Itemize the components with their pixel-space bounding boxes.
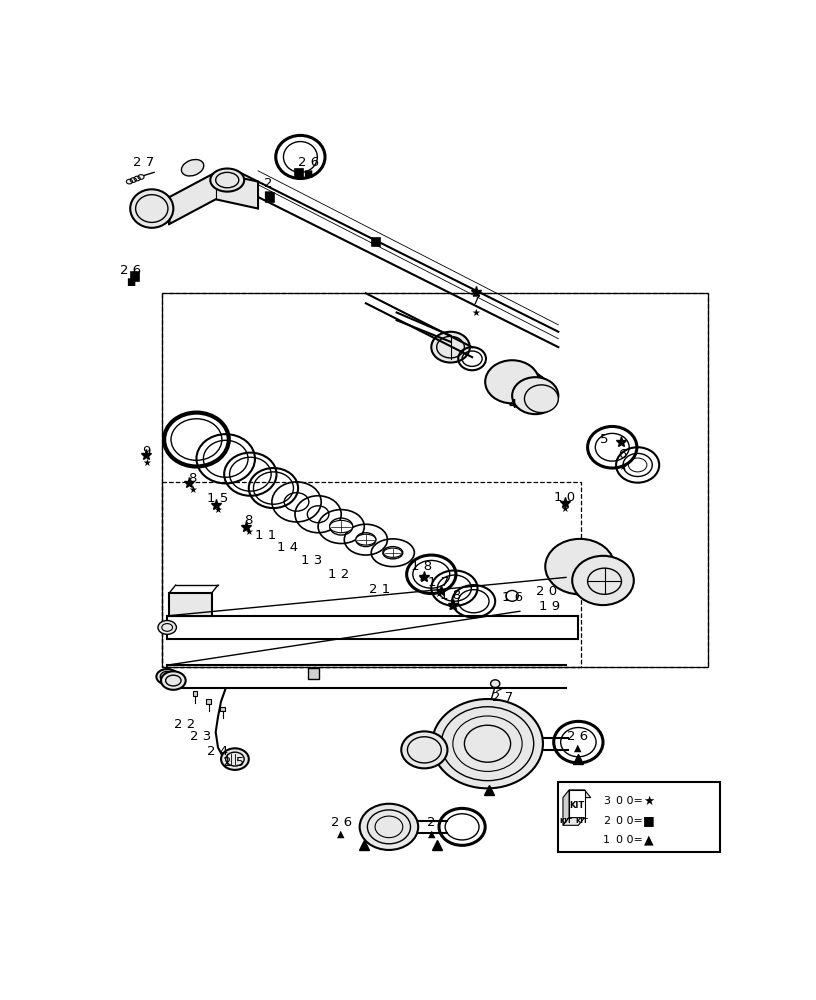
- Text: ★: ★: [142, 458, 151, 468]
- Polygon shape: [569, 790, 584, 818]
- Text: 1 0: 1 0: [554, 491, 575, 504]
- Bar: [193, 691, 197, 696]
- Ellipse shape: [158, 620, 176, 634]
- Text: 2 0: 2 0: [536, 585, 557, 598]
- Ellipse shape: [506, 590, 518, 601]
- Text: 1 9: 1 9: [539, 600, 560, 613]
- Ellipse shape: [211, 169, 244, 192]
- Ellipse shape: [401, 731, 447, 768]
- Bar: [170, 593, 212, 616]
- Text: 7: 7: [472, 294, 480, 307]
- Ellipse shape: [432, 332, 470, 363]
- Ellipse shape: [131, 189, 173, 228]
- Text: 0 0=: 0 0=: [616, 816, 643, 826]
- Text: 5: 5: [601, 433, 609, 446]
- Text: 1 8: 1 8: [411, 560, 432, 573]
- Ellipse shape: [181, 159, 204, 176]
- Ellipse shape: [525, 385, 558, 413]
- Text: 0 0=: 0 0=: [616, 796, 643, 806]
- Text: 2 4: 2 4: [207, 745, 228, 758]
- Bar: [558, 782, 720, 852]
- Ellipse shape: [330, 520, 353, 533]
- Text: 2 3: 2 3: [189, 730, 211, 742]
- Text: ▲: ▲: [428, 829, 435, 839]
- Bar: [266, 193, 274, 202]
- Text: ★: ★: [435, 589, 443, 599]
- Ellipse shape: [360, 804, 419, 850]
- Ellipse shape: [512, 377, 558, 414]
- Text: ■: ■: [126, 277, 135, 287]
- Text: ■: ■: [643, 814, 655, 827]
- Text: ▲: ▲: [338, 829, 345, 839]
- Ellipse shape: [157, 669, 178, 684]
- Bar: [220, 707, 225, 711]
- Bar: [308, 668, 319, 679]
- Text: 2 6: 2 6: [298, 156, 319, 169]
- Ellipse shape: [464, 725, 511, 762]
- Text: ★: ★: [418, 573, 427, 583]
- Ellipse shape: [486, 360, 539, 403]
- Ellipse shape: [572, 556, 634, 605]
- Text: 1 1: 1 1: [255, 529, 277, 542]
- Text: 1 3: 1 3: [301, 554, 322, 567]
- Ellipse shape: [588, 568, 622, 594]
- Text: KIT: KIT: [560, 818, 573, 824]
- Text: 2: 2: [264, 177, 273, 190]
- Text: ★: ★: [188, 485, 197, 495]
- Text: ■: ■: [264, 190, 273, 200]
- Text: 2 7: 2 7: [492, 691, 513, 704]
- Text: ▲: ▲: [645, 833, 654, 846]
- Bar: [131, 272, 140, 281]
- Text: ★: ★: [472, 308, 481, 318]
- Text: 2 6: 2 6: [121, 264, 141, 277]
- Bar: [206, 699, 211, 704]
- Text: ★: ★: [214, 505, 223, 515]
- Text: 1 8: 1 8: [440, 589, 461, 602]
- Polygon shape: [569, 790, 591, 798]
- Text: 1 4: 1 4: [277, 541, 298, 554]
- Text: 1 2: 1 2: [328, 568, 349, 581]
- Bar: [295, 169, 304, 178]
- Ellipse shape: [545, 539, 614, 594]
- Text: 2 5: 2 5: [223, 756, 244, 769]
- Polygon shape: [563, 818, 584, 825]
- Text: 1 5: 1 5: [207, 492, 228, 505]
- Text: 2 2: 2 2: [175, 718, 196, 731]
- Text: KIT: KIT: [570, 801, 584, 810]
- Text: ▲: ▲: [574, 743, 581, 753]
- Ellipse shape: [490, 680, 500, 687]
- Text: 1 6: 1 6: [502, 591, 523, 604]
- Text: 0 0=: 0 0=: [616, 835, 643, 845]
- Polygon shape: [563, 790, 569, 825]
- Text: 9: 9: [142, 445, 151, 458]
- Text: ★: ★: [245, 527, 253, 537]
- Text: KIT: KIT: [575, 818, 588, 824]
- Text: ★: ★: [618, 462, 627, 472]
- Text: 1 7: 1 7: [428, 576, 450, 588]
- Ellipse shape: [384, 548, 402, 557]
- Text: 2 1: 2 1: [369, 583, 390, 596]
- Text: 3: 3: [603, 796, 610, 806]
- Text: 1: 1: [603, 835, 610, 845]
- Text: 2: 2: [427, 816, 436, 829]
- Text: 6: 6: [618, 448, 627, 461]
- Text: 2 6: 2 6: [567, 730, 588, 742]
- Text: 2: 2: [603, 816, 610, 826]
- Text: 4: 4: [508, 398, 517, 411]
- Ellipse shape: [221, 748, 249, 770]
- Text: 8: 8: [188, 472, 197, 485]
- Text: 8: 8: [245, 514, 253, 527]
- Text: ★: ★: [446, 602, 455, 612]
- Text: ★: ★: [560, 504, 569, 514]
- Bar: [372, 238, 380, 246]
- Polygon shape: [170, 172, 258, 224]
- Ellipse shape: [356, 534, 376, 545]
- Text: ★: ★: [644, 795, 654, 808]
- Ellipse shape: [161, 671, 186, 690]
- Text: 2 6: 2 6: [330, 816, 352, 829]
- Text: 2 7: 2 7: [134, 156, 155, 169]
- Ellipse shape: [432, 699, 543, 788]
- Text: ■: ■: [304, 169, 313, 179]
